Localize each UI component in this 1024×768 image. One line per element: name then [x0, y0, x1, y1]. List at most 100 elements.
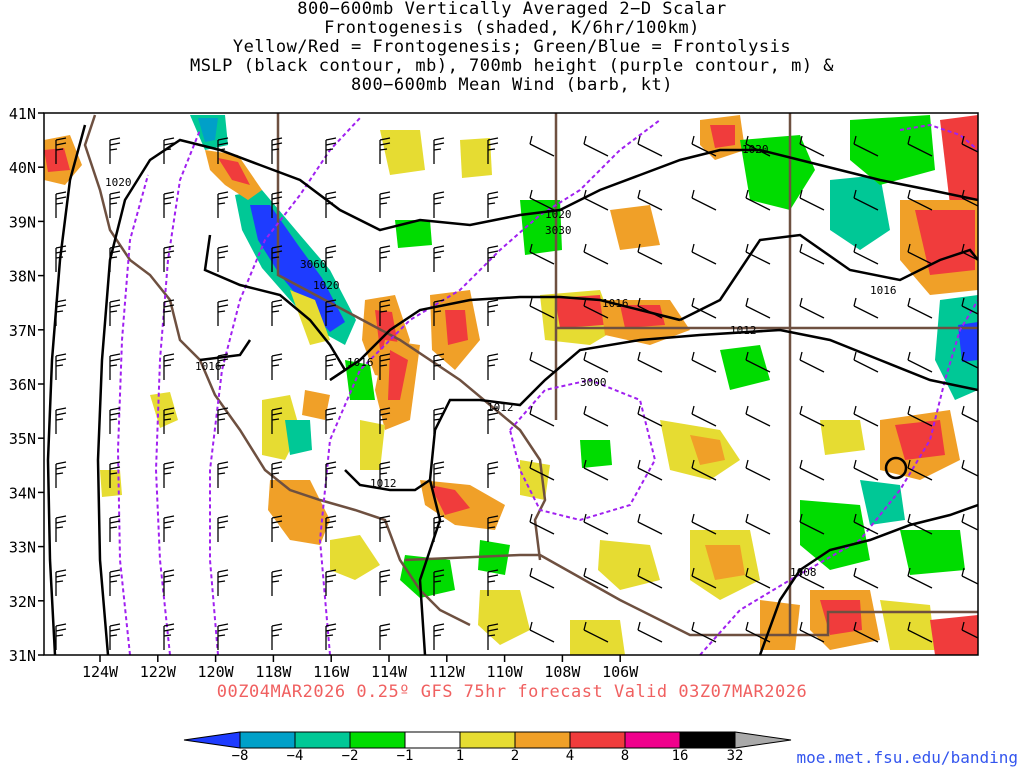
wind-barb [433, 515, 445, 542]
longitude-label: 124W [82, 663, 119, 681]
wind-barb [217, 137, 229, 164]
wind-barb [583, 297, 609, 319]
wind-barb [529, 567, 555, 589]
wind-barb [637, 243, 663, 265]
wind-barb [691, 351, 717, 373]
wind-barb [217, 407, 229, 434]
wind-barb [691, 621, 717, 643]
longitude-label: 106W [602, 663, 639, 681]
mslp-label: 1008 [790, 566, 817, 579]
geographic-borders [83, 113, 978, 637]
wind-barb [853, 243, 879, 265]
wind-barb [325, 191, 337, 218]
wind-barb [487, 569, 499, 596]
wind-barb [637, 459, 663, 481]
wind-barb [55, 623, 67, 650]
wind-barb [853, 297, 879, 319]
wind-barb [55, 353, 67, 380]
wind-barb [907, 135, 933, 157]
wind-barb [55, 407, 67, 434]
wind-barb [637, 189, 663, 211]
longitude-label: 122W [140, 663, 177, 681]
wind-barb [583, 621, 609, 643]
wind-barb [853, 567, 879, 589]
wind-barb [745, 297, 771, 319]
wind-barb [217, 623, 229, 650]
wind-barb [163, 407, 175, 434]
latitude-label: 37N [9, 322, 36, 340]
wind-barb [745, 243, 771, 265]
wind-barb [691, 243, 717, 265]
wind-barb [217, 353, 229, 380]
wind-barb [907, 243, 933, 265]
colorbar-segment [404, 731, 461, 749]
longitude-label: 116W [313, 663, 350, 681]
longitude-label: 112W [429, 663, 466, 681]
wind-barb [799, 567, 825, 589]
credit-link[interactable]: moe.met.fsu.edu/banding [796, 748, 1018, 767]
wind-barb [487, 299, 499, 326]
wind-barb [583, 405, 609, 427]
wind-barb [691, 297, 717, 319]
wind-barb [583, 567, 609, 589]
longitude-label: 120W [198, 663, 235, 681]
wind-barb [433, 407, 445, 434]
wind-barb [853, 135, 879, 157]
latitude-label: 35N [9, 430, 36, 448]
wind-barb [325, 299, 337, 326]
colorbar-label: 1 [456, 748, 464, 760]
wind-barb [691, 567, 717, 589]
wind-barb [55, 515, 67, 542]
contour-labels: 1020 1020 1020 1020 1016 1016 1016 1016 … [105, 143, 897, 579]
wind-barb [907, 567, 933, 589]
colorbar-segment [514, 731, 571, 749]
wind-barb [529, 459, 555, 481]
wind-barb [271, 623, 283, 650]
colorbar: −8 −4 −2 −1 1 2 4 8 16 32 [183, 731, 792, 760]
latitude-label: 31N [9, 647, 36, 665]
wind-barb [433, 299, 445, 326]
wind-barb [271, 245, 283, 272]
wind-barb [745, 621, 771, 643]
wind-barb [217, 191, 229, 218]
wind-barb [109, 191, 121, 218]
colorbar-arrow-right [734, 731, 792, 749]
wind-barb [325, 461, 337, 488]
wind-barb [583, 243, 609, 265]
colorbar-label: 8 [621, 748, 629, 760]
wind-barbs [55, 135, 978, 650]
longitude-label: 108W [544, 663, 581, 681]
wind-barb [907, 351, 933, 373]
wind-barb [853, 405, 879, 427]
wind-barb [637, 621, 663, 643]
title-line-2: Frontogenesis (shaded, K/6hr/100km) [324, 18, 700, 38]
wind-barb [109, 407, 121, 434]
mslp-label: 1012 [730, 324, 757, 337]
latitude-label: 36N [9, 376, 36, 394]
colorbar-label: −2 [342, 748, 359, 760]
wind-barb [799, 297, 825, 319]
colorbar-label: −8 [232, 748, 249, 760]
wind-barb [637, 135, 663, 157]
wind-barb [529, 405, 555, 427]
wind-barb [907, 405, 933, 427]
wind-barb [529, 351, 555, 373]
wind-barb [433, 191, 445, 218]
longitude-label: 110W [487, 663, 524, 681]
latitude-label: 40N [9, 159, 36, 177]
wind-barb [583, 351, 609, 373]
wind-barb [379, 515, 391, 542]
longitude-label: 114W [371, 663, 408, 681]
wind-barb [163, 461, 175, 488]
wind-barb [163, 191, 175, 218]
colorbar-arrow-left [183, 731, 241, 749]
wind-barb [487, 245, 499, 272]
wind-barb [799, 621, 825, 643]
wind-barb [379, 461, 391, 488]
mslp-label: 1012 [487, 401, 514, 414]
wind-barb [583, 135, 609, 157]
wind-barb [907, 189, 933, 211]
wind-barb [799, 513, 825, 535]
wind-barb [55, 137, 67, 164]
